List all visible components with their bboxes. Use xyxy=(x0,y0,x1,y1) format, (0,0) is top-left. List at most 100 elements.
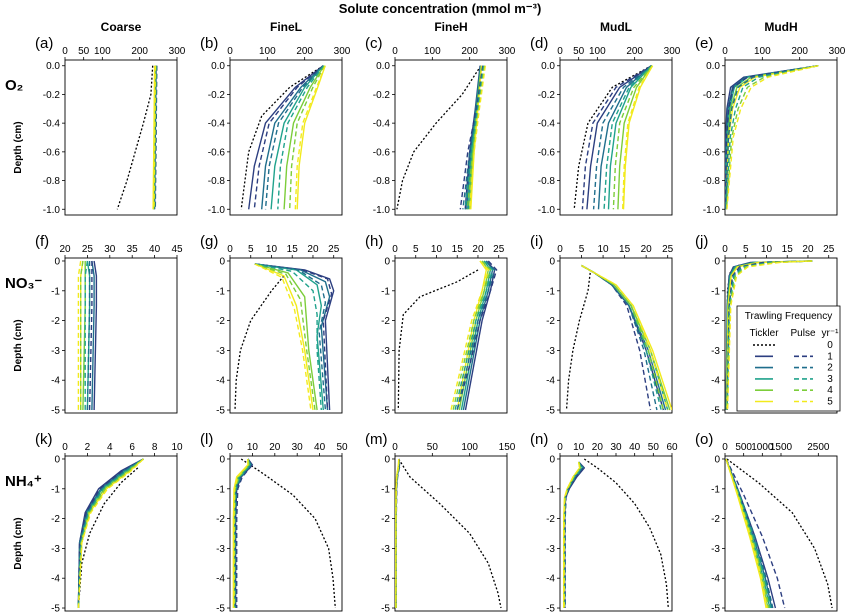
x-tick-label: 25 xyxy=(493,244,505,255)
x-tick-label: 100 xyxy=(754,46,771,57)
y-tick-label: -0.4 xyxy=(373,119,391,130)
series-line-pulse-3 xyxy=(454,260,494,411)
series-line-pulse-5 xyxy=(563,461,581,608)
y-tick-label: -1.0 xyxy=(373,205,391,216)
y-tick-label: -0.6 xyxy=(703,147,721,158)
y-tick-label: -4 xyxy=(711,376,720,387)
y-tick-label: -1 xyxy=(711,286,720,297)
series-line-control-0 xyxy=(240,65,324,210)
series-line-control-0 xyxy=(726,458,833,609)
series-line-tickler-1 xyxy=(564,461,585,608)
series-line-control-0 xyxy=(396,65,482,210)
y-tick-label: -3 xyxy=(381,544,390,555)
series-line-pulse-5 xyxy=(77,260,82,410)
series-line-pulse-1 xyxy=(581,65,652,210)
plot-frame xyxy=(559,455,673,612)
y-tick-label: -2 xyxy=(381,316,390,327)
x-tick-label: 8 xyxy=(152,442,158,453)
series-line-tickler-3 xyxy=(77,458,144,609)
y-tick-label: -0.2 xyxy=(208,90,226,101)
y-tick-label: -0.2 xyxy=(538,90,556,101)
series-line-tickler-2 xyxy=(597,65,652,210)
panel-h: (h) 0 5 10 15 20 250-1-2-3-4-5 xyxy=(365,233,508,417)
series-line-pulse-4 xyxy=(452,260,492,411)
y-tick-label: -3 xyxy=(546,544,555,555)
x-tick-label: 10 xyxy=(247,442,259,453)
series-line-pulse-2 xyxy=(86,261,91,411)
y-tick-label: -0.6 xyxy=(373,147,391,158)
y-tick-label: -3 xyxy=(546,346,555,357)
y-tick-label: -1 xyxy=(381,484,390,495)
series-line-pulse-1 xyxy=(88,261,93,411)
y-tick-label: 0 xyxy=(219,454,225,465)
x-tick-label: 100 xyxy=(259,46,276,57)
y-tick-label: 0.0 xyxy=(46,61,60,72)
series-line-pulse-5 xyxy=(622,65,654,210)
series-line-pulse-2 xyxy=(592,65,652,210)
series-line-pulse-3 xyxy=(277,65,325,210)
x-tick-label: 25 xyxy=(328,244,340,255)
series-line-pulse-4 xyxy=(612,65,653,210)
panel-letter-h: (h) xyxy=(365,233,383,250)
series-line-pulse-5 xyxy=(726,260,813,411)
series-line-pulse-3 xyxy=(84,260,89,410)
x-tick-label: 15 xyxy=(619,244,631,255)
y-axis-title-2: Depth (cm) xyxy=(13,517,24,569)
series-line-control-0 xyxy=(116,65,154,210)
panel-letter-k: (k) xyxy=(35,431,53,448)
series-line-tickler-2 xyxy=(563,461,584,608)
legend-col-unit: yr⁻¹ xyxy=(822,328,840,339)
panel-letter-l: (l) xyxy=(200,431,213,448)
plot-frame xyxy=(559,59,673,216)
y-tick-label: -1 xyxy=(216,484,225,495)
y-tick-label: -1.0 xyxy=(208,205,226,216)
y-axis-title-1: Depth (cm) xyxy=(13,319,24,371)
series-line-pulse-3 xyxy=(234,458,251,608)
series-line-pulse-1 xyxy=(235,458,254,608)
y-tick-label: -1 xyxy=(51,484,60,495)
x-tick-label: 10 xyxy=(431,244,443,255)
plot-frame xyxy=(394,455,508,612)
series-line-pulse-1 xyxy=(459,65,484,210)
y-tick-label: -3 xyxy=(711,346,720,357)
x-tick-label: 0 xyxy=(227,46,233,57)
series-line-control-0 xyxy=(398,458,502,609)
series-line-control-0 xyxy=(565,272,591,411)
y-tick-label: -0.6 xyxy=(208,147,226,158)
x-tick-label: 5 xyxy=(743,244,749,255)
legend-col-pulse: Pulse xyxy=(790,328,815,339)
y-tick-label: -2 xyxy=(546,316,555,327)
panel-g: (g) 0 5 10 15 20 250-1-2-3-4-5 xyxy=(200,233,343,417)
x-tick-label: 100 xyxy=(589,46,606,57)
x-tick-label: 300 xyxy=(334,46,351,57)
y-tick-label: -5 xyxy=(216,604,225,615)
panel-f: (f) 20 25 30 35 40 45 0 -1 -2 -3 -4 -5 xyxy=(35,233,183,417)
x-tick-label: 10 xyxy=(171,442,183,453)
column-header-mudh: MudH xyxy=(764,20,797,34)
legend-level-2: 2 xyxy=(827,363,833,374)
series-line-pulse-3 xyxy=(254,263,322,411)
y-tick-label: -0.8 xyxy=(373,176,391,187)
x-tick-label: 1500 xyxy=(770,442,793,453)
series-line-tickler-5 xyxy=(456,260,487,411)
x-tick-label: 30 xyxy=(610,442,622,453)
x-tick-label: 10 xyxy=(761,244,773,255)
panel-letter-g: (g) xyxy=(200,233,218,250)
plot-frame xyxy=(724,455,838,612)
x-tick-label: 50 xyxy=(336,442,348,453)
x-tick-label: 2 xyxy=(85,442,91,453)
y-tick-label: -5 xyxy=(51,604,60,615)
legend-level-0: 0 xyxy=(827,340,833,351)
x-tick-label: 2500 xyxy=(807,442,830,453)
y-tick-label: -5 xyxy=(51,406,60,417)
series-line-tickler-5 xyxy=(254,263,314,411)
y-tick-label: -2 xyxy=(711,316,720,327)
series-line-pulse-2 xyxy=(264,65,324,210)
x-tick-label: 200 xyxy=(461,46,478,57)
y-tick-label: 0 xyxy=(384,256,390,267)
x-tick-label: 10 xyxy=(573,442,585,453)
y-tick-label: -5 xyxy=(546,604,555,615)
panel-d: (d) 0 50 100 200 300 0.0 -0.2 -0.4 -0.6 -0.8 -1.0 xyxy=(530,35,681,216)
series-line-tickler-4 xyxy=(82,261,86,411)
